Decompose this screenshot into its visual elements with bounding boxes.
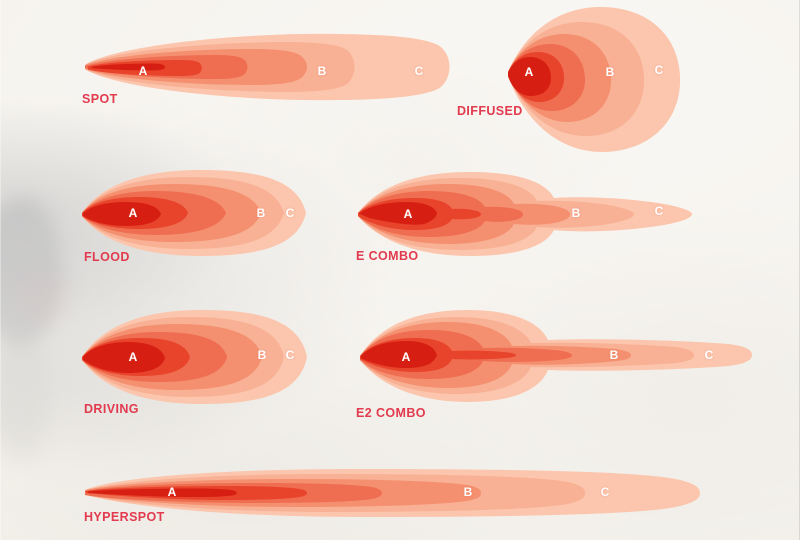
beam-zone-core-peak: [361, 341, 437, 368]
zone-label-b: B: [605, 65, 615, 79]
pattern-hyperspot: A B C HYPERSPOT: [60, 455, 740, 540]
beam-zone-core-peak: [92, 63, 165, 71]
beam-shape-flood: [60, 160, 360, 270]
zone-label-a: A: [138, 64, 148, 78]
pattern-label-flood: FLOOD: [84, 250, 130, 264]
pattern-flood: A B C FLOOD: [60, 160, 360, 270]
pattern-e2-combo: A B C E2 COMBO: [340, 300, 760, 425]
zone-label-c: C: [285, 206, 295, 220]
beam-zone-core-peak: [359, 202, 437, 225]
pattern-label-e-combo: E COMBO: [356, 249, 419, 263]
zone-label-a: A: [403, 207, 413, 221]
zone-label-a: A: [128, 206, 138, 220]
beam-shape-spot: [0, 0, 800, 160]
beam-zone-core-peak: [83, 202, 161, 226]
beam-zone-core-peak: [508, 57, 551, 96]
zone-label-a: A: [401, 350, 411, 364]
zone-label-c: C: [654, 204, 664, 218]
pattern-e-combo: A B C E COMBO: [340, 160, 720, 275]
zone-label-c: C: [704, 348, 714, 362]
zone-label-b: B: [257, 348, 267, 362]
beam-zone-core-peak: [83, 342, 165, 373]
beam-shape-e-combo: [340, 160, 720, 275]
beam-shape-e2-combo: [340, 300, 760, 425]
pattern-label-hyperspot: HYPERSPOT: [84, 510, 165, 524]
zone-label-a: A: [128, 350, 138, 364]
beam-shape-hyperspot: [60, 455, 740, 540]
zone-label-c: C: [654, 63, 664, 77]
zone-label-c: C: [285, 348, 295, 362]
pattern-spot: A B C SPOT: [0, 0, 800, 160]
pattern-label-e2-combo: E2 COMBO: [356, 406, 426, 420]
zone-label-a: A: [167, 485, 177, 499]
zone-label-b: B: [463, 485, 473, 499]
pattern-label-diffused: DIFFUSED: [457, 104, 523, 118]
zone-label-b: B: [609, 348, 619, 362]
pattern-label-spot: SPOT: [82, 92, 118, 106]
zone-label-b: B: [571, 206, 581, 220]
beam-shape-diffused: [440, 0, 800, 170]
zone-label-c: C: [600, 485, 610, 499]
zone-label-c: C: [414, 64, 424, 78]
zone-label-a: A: [524, 65, 534, 79]
zone-label-b: B: [256, 206, 266, 220]
beam-shape-driving: [60, 302, 360, 417]
beam-zone-core-peak: [88, 488, 237, 497]
pattern-diffused: A B C DIFFUSED: [440, 0, 800, 170]
pattern-label-driving: DRIVING: [84, 402, 139, 416]
pattern-driving: A B C DRIVING: [60, 302, 360, 417]
zone-label-b: B: [317, 64, 327, 78]
